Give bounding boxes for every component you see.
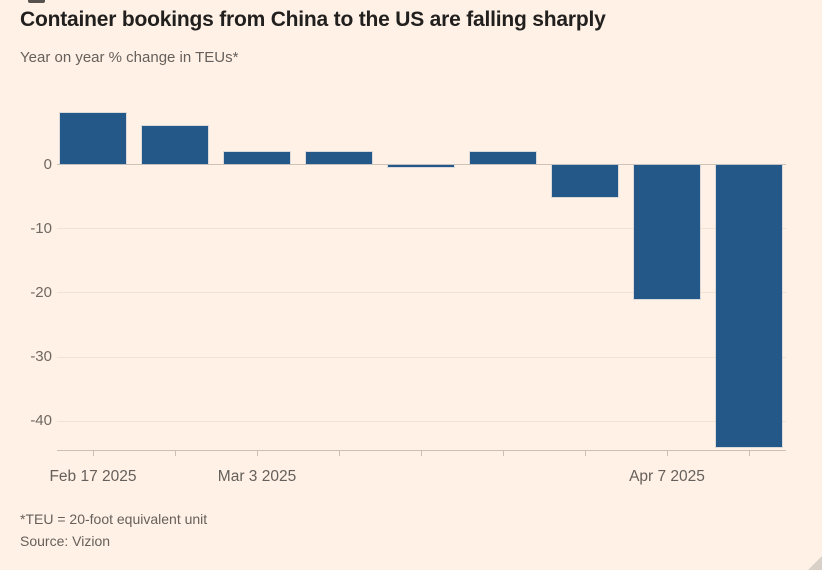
chart-source: Source: Vizion — [20, 533, 111, 549]
bar-4 — [388, 164, 454, 167]
bar-1 — [142, 125, 208, 165]
y-axis-tick-label: -40 — [30, 412, 52, 430]
chart-subtitle: Year on year % change in TEUs* — [20, 49, 239, 66]
x-axis-tick — [584, 450, 586, 456]
bar-3 — [306, 151, 372, 165]
x-axis-tick — [502, 450, 504, 456]
chart-footnote: *TEU = 20-foot equivalent unit — [20, 511, 208, 527]
screen-edge-artifact — [28, 0, 45, 3]
x-axis-date-label: Apr 7 2025 — [629, 468, 705, 485]
x-axis-date-label: Feb 17 2025 — [49, 468, 137, 485]
x-axis-tick — [256, 450, 258, 456]
bar-2 — [224, 151, 290, 165]
gridline — [57, 420, 786, 422]
x-axis-tick — [748, 450, 750, 456]
bar-8 — [716, 164, 782, 447]
y-axis-tick-label: 0 — [43, 155, 52, 173]
resize-corner-icon — [808, 556, 822, 570]
bar-7 — [634, 164, 700, 300]
bar-0 — [60, 113, 126, 165]
gridline — [57, 356, 786, 358]
x-axis-tick — [174, 450, 176, 456]
y-axis-tick-label: -20 — [30, 283, 52, 301]
chart-title: Container bookings from China to the US … — [20, 8, 606, 31]
x-axis-tick — [338, 450, 340, 456]
x-axis-tick — [420, 450, 422, 456]
y-axis-tick-label: -30 — [30, 348, 52, 366]
bar-6 — [552, 164, 618, 197]
x-axis-line — [57, 449, 786, 451]
x-axis-tick — [666, 450, 668, 456]
bar-5 — [470, 151, 536, 165]
y-axis-tick-label: -10 — [30, 219, 52, 237]
x-axis-tick — [92, 450, 94, 456]
gridline — [57, 228, 786, 230]
x-axis-date-label: Mar 3 2025 — [217, 468, 297, 485]
gridline — [57, 292, 786, 294]
